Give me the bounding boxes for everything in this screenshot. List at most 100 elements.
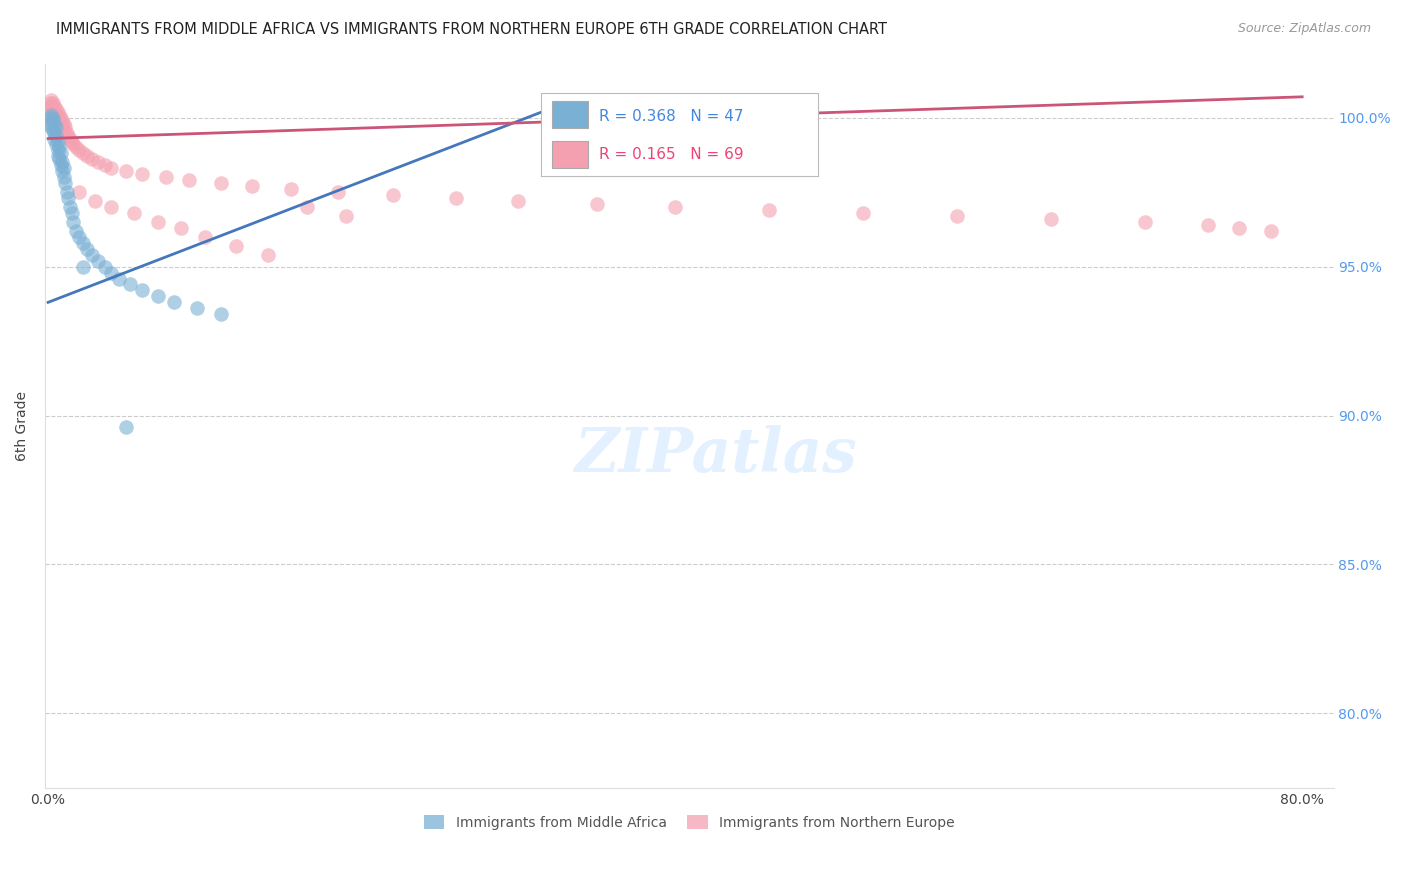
Point — [80, 248, 103, 262]
Point — [72, 146, 94, 161]
Point — [46, 149, 69, 163]
Point — [186, 301, 208, 316]
Point — [52, 117, 75, 131]
Point — [146, 215, 169, 229]
Point — [58, 191, 80, 205]
Point — [162, 295, 184, 310]
Point — [65, 140, 87, 154]
Point — [326, 185, 349, 199]
Point — [335, 209, 357, 223]
Point — [72, 235, 94, 250]
Point — [39, 99, 62, 113]
Point — [131, 167, 153, 181]
Point — [39, 93, 62, 107]
Point — [1260, 224, 1282, 238]
Text: IMMIGRANTS FROM MIDDLE AFRICA VS IMMIGRANTS FROM NORTHERN EUROPE 6TH GRADE CORRE: IMMIGRANTS FROM MIDDLE AFRICA VS IMMIGRA… — [56, 22, 887, 37]
Text: ZIPatlas: ZIPatlas — [574, 425, 856, 485]
Point — [45, 102, 67, 116]
Point — [42, 102, 65, 116]
Point — [46, 104, 69, 119]
Point — [46, 135, 69, 149]
Point — [100, 161, 122, 176]
Point — [42, 122, 65, 136]
Point — [209, 176, 232, 190]
Point — [87, 253, 110, 268]
Point — [38, 111, 60, 125]
Point — [42, 113, 65, 128]
Point — [115, 420, 138, 434]
Point — [38, 95, 60, 110]
Point — [48, 108, 70, 122]
Point — [80, 153, 103, 167]
Point — [44, 131, 66, 145]
Point — [38, 117, 60, 131]
Point — [100, 200, 122, 214]
Point — [664, 200, 686, 214]
Point — [45, 113, 67, 128]
Point — [107, 271, 129, 285]
Point — [209, 307, 232, 321]
Point — [69, 144, 91, 158]
Point — [444, 191, 467, 205]
Point — [100, 266, 122, 280]
Point — [51, 120, 73, 134]
Point — [280, 182, 302, 196]
Point — [76, 149, 98, 163]
Point — [38, 102, 60, 116]
Point — [118, 277, 141, 292]
Point — [115, 164, 138, 178]
Point — [194, 229, 217, 244]
Point — [124, 206, 146, 220]
Point — [155, 170, 177, 185]
Point — [131, 284, 153, 298]
Point — [146, 289, 169, 303]
Point — [1229, 220, 1251, 235]
Point — [51, 113, 73, 128]
Point — [39, 108, 62, 122]
Point — [49, 146, 72, 161]
Point — [256, 248, 278, 262]
Point — [53, 120, 76, 134]
Point — [49, 158, 72, 172]
Point — [62, 137, 84, 152]
Point — [84, 194, 107, 208]
Point — [44, 99, 66, 113]
Point — [60, 135, 83, 149]
Point — [62, 215, 84, 229]
Legend: Immigrants from Middle Africa, Immigrants from Northern Europe: Immigrants from Middle Africa, Immigrant… — [418, 810, 960, 835]
Point — [381, 188, 404, 202]
Point — [295, 200, 318, 214]
Point — [42, 111, 65, 125]
Y-axis label: 6th Grade: 6th Grade — [15, 391, 30, 461]
Point — [76, 242, 98, 256]
Point — [48, 140, 70, 154]
Point — [48, 153, 70, 167]
Point — [52, 170, 75, 185]
Point — [48, 113, 70, 128]
Point — [44, 126, 66, 140]
Point — [45, 137, 67, 152]
Point — [60, 206, 83, 220]
Point — [49, 111, 72, 125]
Point — [170, 220, 193, 235]
Point — [69, 185, 91, 199]
Point — [93, 260, 115, 274]
Point — [44, 104, 66, 119]
Point — [65, 224, 87, 238]
Point — [59, 200, 82, 214]
Point — [585, 197, 607, 211]
Point — [49, 117, 72, 131]
Point — [179, 173, 201, 187]
Point — [225, 239, 247, 253]
Point — [69, 229, 91, 244]
Point — [53, 176, 76, 190]
Point — [58, 128, 80, 143]
Point — [46, 111, 69, 125]
Point — [45, 128, 67, 143]
Point — [240, 179, 263, 194]
Point — [42, 95, 65, 110]
Point — [39, 120, 62, 134]
Point — [946, 209, 969, 223]
Point — [852, 206, 875, 220]
Point — [42, 108, 65, 122]
